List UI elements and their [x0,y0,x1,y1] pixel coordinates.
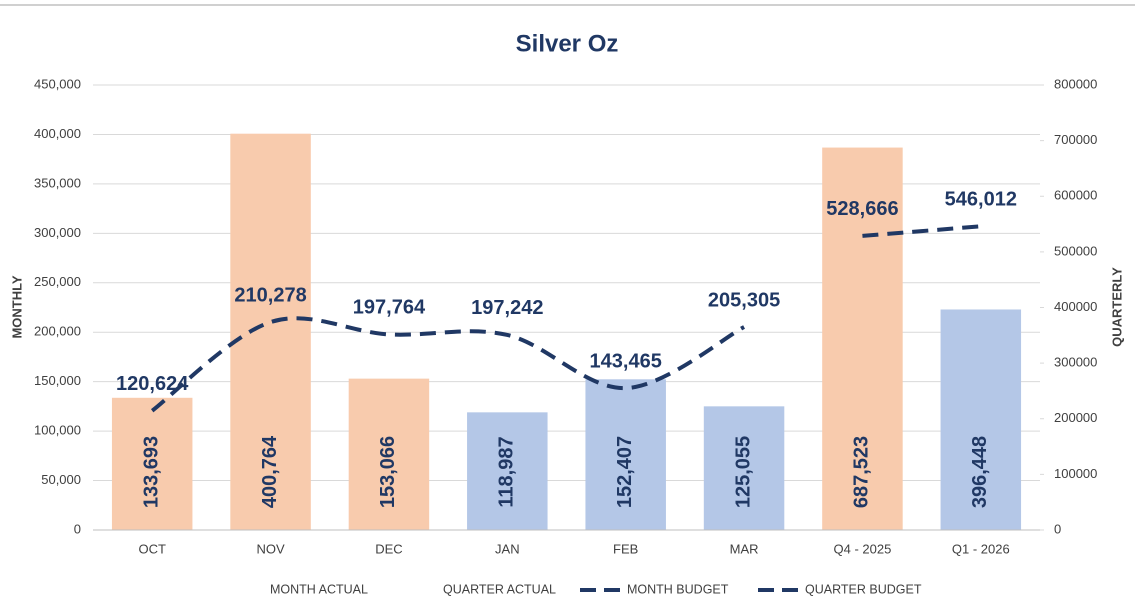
y-tick-label: 100,000 [34,423,81,438]
legend-label: QUARTER BUDGET [805,582,922,596]
bar [348,378,430,530]
bar [111,397,193,530]
bar-value-label: 118,987 [496,436,518,507]
line-value-label: 143,465 [590,350,662,372]
x-tick-label: JAN [495,541,520,556]
bar-value-label: 125,055 [732,436,754,508]
y2-tick-label: 400000 [1054,299,1097,314]
x-tick-label: Q1 - 2026 [952,541,1010,556]
y-tick-label: 250,000 [34,274,81,289]
x-tick-label: MAR [730,541,759,556]
y-tick-label: 150,000 [34,373,81,388]
x-tick-label: FEB [613,541,638,556]
legend-label: MONTH BUDGET [627,582,729,596]
line-value-label: 546,012 [945,189,1017,211]
y2-tick-label: 700000 [1054,132,1097,147]
x-tick-label: OCT [138,541,166,556]
bar [822,147,903,530]
bar [585,379,666,530]
bar-value-label: 153,066 [377,436,399,508]
y-tick-label: 50,000 [41,472,81,487]
y-tick-label: 300,000 [34,225,81,240]
y-tick-label: 200,000 [34,324,81,339]
legend-label: QUARTER ACTUAL [443,582,556,596]
y2-tick-label: 300000 [1054,355,1097,370]
bar [230,133,311,530]
bar-value-label: 133,693 [140,436,162,508]
y-tick-label: 0 [74,521,81,536]
y-axis-title: MONTHLY [9,275,24,338]
y2-axis-title: QUARTERLY [1109,267,1124,347]
y-tick-label: 350,000 [34,175,81,190]
y2-tick-label: 200000 [1054,410,1097,425]
bar [940,309,1022,530]
line-value-label: 210,278 [234,284,306,306]
y-tick-label: 400,000 [34,126,81,141]
y2-tick-label: 100000 [1054,466,1097,481]
legend-label: MONTH ACTUAL [270,582,368,596]
x-tick-label: NOV [256,541,285,556]
bar-value-label: 687,523 [851,436,873,508]
y2-tick-label: 800000 [1054,76,1097,91]
bar-value-label: 152,407 [614,436,636,508]
line-value-label: 205,305 [708,289,780,311]
line-value-label: 197,242 [471,297,543,319]
y2-tick-label: 500000 [1054,243,1097,258]
bar [467,412,548,530]
x-tick-label: Q4 - 2025 [834,541,892,556]
chart-title: Silver Oz [516,30,619,57]
y-tick-label: 450,000 [34,76,81,91]
bar-value-label: 400,764 [259,435,281,508]
bar-value-label: 396,448 [969,436,991,508]
bar [703,406,785,530]
line-value-label: 120,624 [116,373,189,395]
line-value-label: 528,666 [826,198,898,220]
y2-tick-label: 600000 [1054,188,1097,203]
x-tick-label: DEC [375,541,402,556]
line-value-label: 197,764 [353,297,426,319]
budget-line [150,316,746,413]
budget-line [862,224,981,238]
y2-tick-label: 0 [1054,521,1061,536]
